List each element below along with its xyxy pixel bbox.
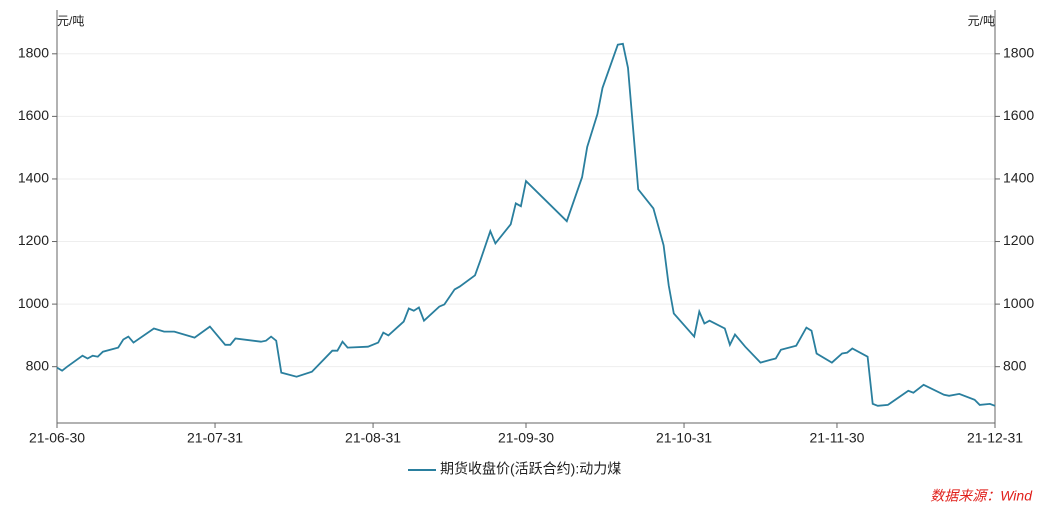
y2-tick-label: 1200 <box>1003 232 1034 248</box>
y-tick-label: 1000 <box>18 295 49 311</box>
x-tick-label: 21-06-30 <box>29 430 85 446</box>
x-tick-label: 21-10-31 <box>656 430 712 446</box>
x-tick-label: 21-09-30 <box>498 430 554 446</box>
y2-tick-label: 1800 <box>1003 45 1034 61</box>
y2-tick-label: 800 <box>1003 357 1027 373</box>
y2-tick-label: 1400 <box>1003 170 1034 186</box>
y-tick-label: 800 <box>26 357 50 373</box>
legend-label: 期货收盘价(活跃合约):动力煤 <box>440 461 621 477</box>
y-tick-label: 1800 <box>18 45 49 61</box>
source: 数据来源：Wind <box>930 488 1033 504</box>
y-tick-label: 1400 <box>18 170 49 186</box>
line-series <box>56 42 996 407</box>
y-tick-label: 1600 <box>18 107 49 123</box>
x-tick-label: 21-08-31 <box>345 430 401 446</box>
y-unit-right: 元/吨 <box>968 14 995 28</box>
y-unit-left: 元/吨 <box>57 14 84 28</box>
x-tick-label: 21-07-31 <box>187 430 243 446</box>
x-tick-label: 21-12-31 <box>967 430 1023 446</box>
y2-tick-label: 1600 <box>1003 107 1034 123</box>
y2-tick-label: 1000 <box>1003 295 1034 311</box>
x-tick-label: 21-11-30 <box>809 430 864 446</box>
y-tick-label: 1200 <box>18 232 49 248</box>
